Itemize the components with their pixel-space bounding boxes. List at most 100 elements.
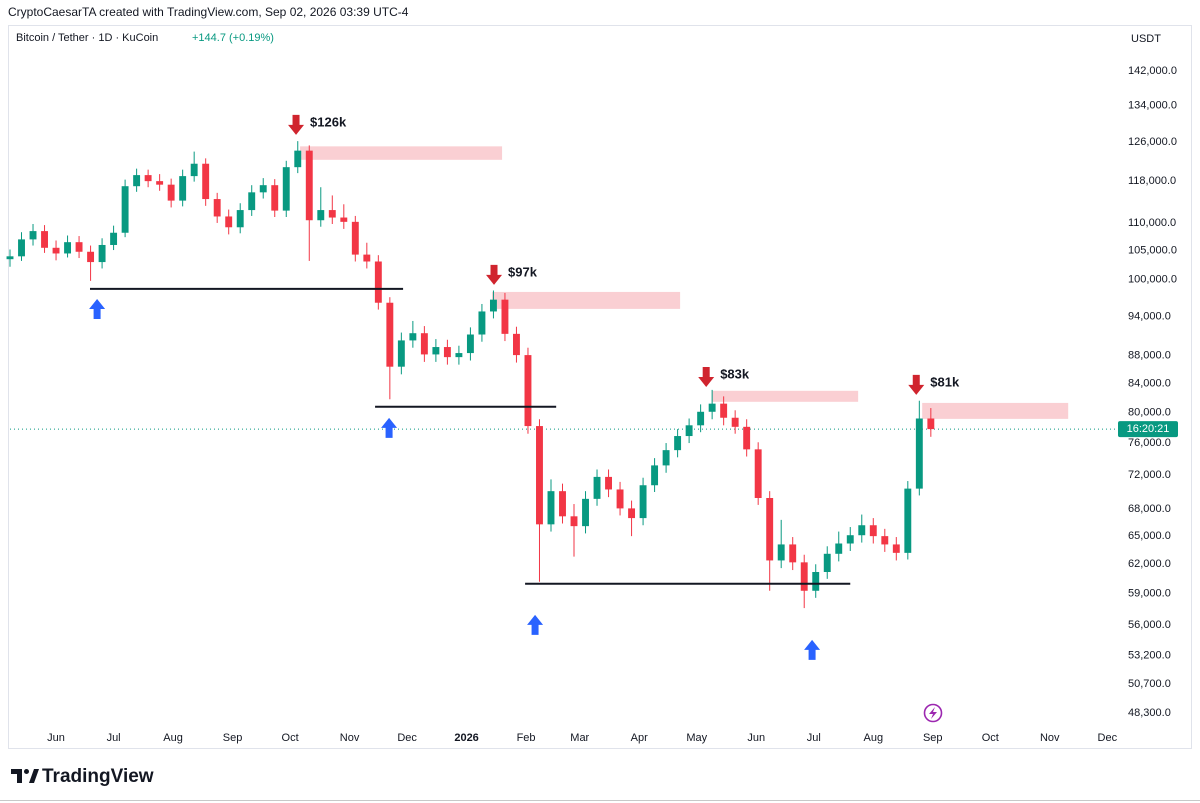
candle-body — [110, 232, 118, 245]
candle-body — [628, 508, 636, 519]
candle — [52, 240, 60, 261]
candle — [98, 238, 106, 269]
candle-body — [363, 254, 371, 262]
candle-body — [869, 525, 877, 537]
candle — [800, 554, 808, 609]
candle-body — [570, 516, 578, 527]
y-tick-label: 65,000.0 — [1128, 530, 1171, 542]
candle-body — [397, 340, 405, 367]
candle — [478, 303, 486, 342]
candle — [6, 249, 14, 267]
candle-body — [731, 417, 739, 427]
candle-body — [167, 184, 175, 201]
x-tick-label: Dec — [397, 732, 417, 744]
candle — [697, 404, 705, 433]
y-tick-label: 110,000.0 — [1128, 217, 1176, 229]
candle — [582, 491, 589, 534]
candle — [133, 168, 141, 192]
x-tick-label: May — [686, 732, 707, 744]
candle — [443, 339, 451, 365]
x-tick-label: Apr — [631, 732, 648, 744]
candle — [156, 174, 164, 191]
candle — [167, 178, 175, 208]
candle — [904, 481, 912, 560]
y-tick-label: 48,300.0 — [1128, 707, 1171, 719]
candle — [812, 564, 820, 598]
candle — [616, 481, 624, 516]
candle — [225, 209, 233, 235]
y-tick-label: 88,000.0 — [1128, 350, 1171, 362]
brand: TradingView — [42, 766, 154, 787]
candle-body — [133, 175, 141, 187]
candle — [374, 255, 382, 310]
x-tick-label: Nov — [1040, 732, 1060, 744]
candle-body — [547, 491, 555, 525]
buy-arrow — [89, 298, 106, 319]
candle-body — [766, 497, 774, 561]
y-tick-label: 59,000.0 — [1128, 588, 1171, 600]
candle-body — [225, 216, 233, 228]
x-tick-label: Jun — [47, 732, 65, 744]
candle-body — [789, 544, 797, 563]
candle-body — [513, 333, 520, 356]
lightning-icon — [923, 703, 943, 723]
candle — [351, 215, 359, 262]
candle-body — [777, 544, 785, 561]
sell-arrow — [288, 114, 305, 135]
candle-body — [881, 536, 889, 545]
candle — [282, 160, 290, 218]
x-tick-label: Aug — [863, 732, 883, 744]
y-tick-label: 84,000.0 — [1128, 377, 1171, 389]
candle — [328, 195, 336, 225]
candle-body — [754, 449, 762, 498]
candle-body — [501, 299, 509, 334]
candle-body — [708, 403, 716, 412]
candle-body — [743, 426, 751, 450]
candle-body — [605, 476, 612, 490]
candle — [213, 192, 221, 223]
candle-body — [259, 185, 267, 193]
candle-body — [639, 485, 647, 519]
resistance-zone — [712, 390, 859, 402]
y-tick-label: 68,000.0 — [1128, 503, 1171, 515]
candle — [363, 242, 371, 269]
sell-label: $83k — [720, 366, 750, 381]
buy-arrow — [381, 417, 398, 438]
candle-body — [248, 192, 256, 211]
y-tick-label: 53,200.0 — [1128, 649, 1171, 661]
countdown: 16:20:21 — [1127, 423, 1170, 435]
candle — [190, 151, 198, 182]
last-price-box — [1118, 421, 1178, 438]
x-tick-label: Sep — [923, 732, 943, 744]
x-tick-label: Feb — [517, 732, 536, 744]
resistance-zone — [300, 146, 503, 160]
currency: USDT — [1131, 33, 1161, 45]
candle-body — [41, 231, 48, 248]
sell-arrow — [698, 366, 715, 387]
candle — [593, 469, 601, 506]
candle — [409, 320, 417, 348]
candle — [489, 290, 497, 319]
candle — [271, 179, 279, 218]
candle — [708, 389, 716, 420]
y-tick-label: 72,000.0 — [1128, 469, 1171, 481]
candle — [915, 400, 923, 496]
sell-arrow — [486, 264, 503, 285]
candle — [823, 546, 831, 579]
candle-body — [662, 450, 670, 466]
candle — [869, 518, 877, 544]
candle-body — [524, 355, 532, 427]
x-tick-label: Jul — [107, 732, 121, 744]
candle-body — [271, 185, 279, 211]
candle-body — [697, 411, 705, 426]
candle-body — [593, 476, 601, 499]
symbol: Bitcoin / Tether · 1D · KuCoin — [16, 32, 158, 44]
candle — [87, 245, 95, 281]
sell-arrow — [908, 374, 925, 395]
x-tick-label: Aug — [163, 732, 183, 744]
credit: CryptoCaesarTA created with TradingView.… — [8, 5, 409, 19]
y-tick-label: 80,000.0 — [1128, 406, 1171, 418]
candle-body — [282, 167, 290, 211]
candle-body — [87, 251, 95, 263]
candle-body — [559, 491, 566, 517]
